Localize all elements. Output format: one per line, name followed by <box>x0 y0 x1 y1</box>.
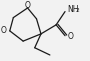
Text: 2: 2 <box>75 8 79 13</box>
Text: NH: NH <box>67 5 78 14</box>
Text: O: O <box>67 32 73 41</box>
Text: O: O <box>25 1 31 10</box>
Text: O: O <box>1 26 6 35</box>
